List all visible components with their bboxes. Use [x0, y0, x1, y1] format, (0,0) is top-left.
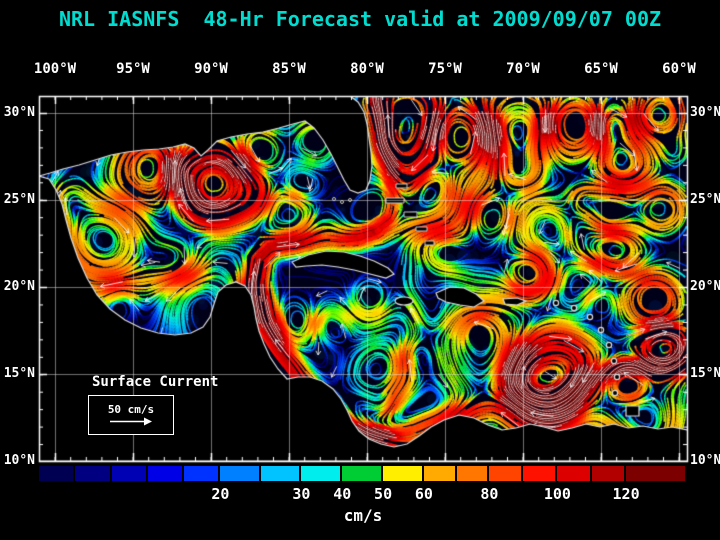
page-title: NRL IASNFS 48-Hr Forecast valid at 2009/… [58, 7, 662, 31]
lon-label: 85°W [272, 61, 306, 77]
colorbar-tick-label: 80 [480, 485, 499, 503]
lat-label-left: 15°N [3, 366, 35, 381]
lon-label: 65°W [584, 61, 618, 77]
lat-label-right: 25°N [690, 192, 720, 207]
surface-current-label: Surface Current [92, 374, 219, 390]
colorbar-segment [260, 466, 300, 481]
colorbar-segment [523, 466, 556, 481]
scale-arrow-icon [110, 417, 152, 426]
lat-label-left: 20°N [3, 279, 35, 294]
colorbar-segment [489, 466, 522, 481]
colorbar [39, 466, 687, 481]
colorbar-segment [111, 466, 146, 481]
colorbar-tick-label: 100 [543, 485, 571, 503]
colorbar-tick-label: 40 [333, 485, 352, 503]
colorbar-tick-label: 20 [211, 485, 230, 503]
colorbar-segment [301, 466, 341, 481]
colorbar-segment [456, 466, 488, 481]
colorbar-segment [184, 466, 219, 481]
lat-label-left: 10°N [3, 453, 35, 468]
colorbar-segment [383, 466, 422, 481]
lat-label-right: 30°N [690, 105, 720, 120]
lat-label-right: 15°N [690, 366, 720, 381]
current-scale-box: 50 cm/s [88, 395, 174, 435]
colorbar-segment [423, 466, 455, 481]
colorbar-tick-label: 50 [374, 485, 393, 503]
lon-label: 60°W [662, 61, 696, 77]
colorbar-tick-label: 60 [414, 485, 433, 503]
lon-label: 90°W [194, 61, 228, 77]
colorbar-segment [75, 466, 110, 481]
lon-label: 95°W [116, 61, 150, 77]
lon-label: 70°W [506, 61, 540, 77]
lat-label-left: 30°N [3, 105, 35, 120]
colorbar-tick-label: 120 [612, 485, 640, 503]
scale-value-label: 50 cm/s [107, 403, 155, 416]
colorbar-segment [39, 466, 74, 481]
colorbar-ticks: 20 30 40 50 60 80 100 120 [39, 485, 687, 503]
lat-label-right: 20°N [690, 279, 720, 294]
colorbar-segment [342, 466, 382, 481]
lon-label: 80°W [350, 61, 384, 77]
colorbar-segment [557, 466, 590, 481]
lat-label-left: 25°N [3, 192, 35, 207]
colorbar-segment [626, 466, 685, 481]
lat-label-right: 10°N [690, 453, 720, 468]
colorbar-segment [147, 466, 183, 481]
lon-label: 75°W [428, 61, 462, 77]
colorbar-segment [591, 466, 625, 481]
colorbar-tick-label: 30 [292, 485, 311, 503]
colorbar-unit-label: cm/s [343, 506, 383, 525]
colorbar-segment [220, 466, 259, 481]
lon-label: 100°W [33, 61, 77, 77]
